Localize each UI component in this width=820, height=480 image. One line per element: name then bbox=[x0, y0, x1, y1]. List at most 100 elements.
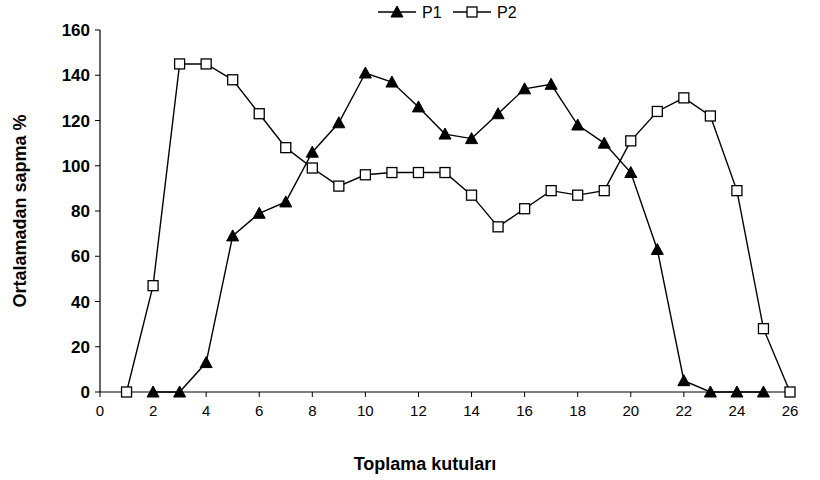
y-tick bbox=[95, 75, 100, 76]
legend-label: P2 bbox=[497, 4, 517, 21]
data-point bbox=[386, 76, 398, 87]
data-point bbox=[785, 387, 795, 397]
x-tick-label: 26 bbox=[782, 402, 799, 419]
data-point bbox=[440, 168, 450, 178]
data-point bbox=[306, 146, 318, 157]
y-tick-label: 0 bbox=[81, 383, 90, 402]
data-point bbox=[200, 357, 212, 368]
chart-container: 0204060801001201401600246810121416182022… bbox=[0, 0, 820, 480]
data-point bbox=[359, 67, 371, 78]
data-point bbox=[598, 137, 610, 148]
x-tick bbox=[577, 392, 578, 397]
data-point bbox=[333, 117, 345, 128]
y-axis-title: Ortalamadan sapma % bbox=[10, 114, 30, 307]
y-tick bbox=[95, 165, 100, 166]
x-tick-label: 18 bbox=[569, 402, 586, 419]
x-tick bbox=[100, 392, 101, 397]
x-tick-label: 6 bbox=[255, 402, 263, 419]
plot-area bbox=[122, 59, 795, 397]
y-tick-label: 20 bbox=[71, 338, 90, 357]
legend: P1 P2 bbox=[378, 4, 517, 21]
x-tick-label: 12 bbox=[410, 402, 427, 419]
x-tick bbox=[630, 392, 631, 397]
y-tick-label: 160 bbox=[62, 21, 90, 40]
x-tick bbox=[259, 392, 260, 397]
y-tick-label: 140 bbox=[62, 66, 90, 85]
data-point bbox=[545, 78, 557, 89]
y-tick bbox=[95, 392, 100, 393]
data-point bbox=[466, 133, 478, 144]
data-point bbox=[704, 386, 716, 397]
data-point bbox=[519, 83, 531, 94]
data-point bbox=[652, 106, 662, 116]
data-point bbox=[201, 59, 211, 69]
data-point bbox=[651, 243, 663, 254]
y-tick-label: 40 bbox=[71, 293, 90, 312]
y-tick bbox=[95, 211, 100, 212]
x-tick bbox=[418, 392, 419, 397]
data-point bbox=[546, 186, 556, 196]
data-point bbox=[731, 386, 743, 397]
data-point bbox=[678, 375, 690, 386]
data-point bbox=[573, 190, 583, 200]
x-tick bbox=[524, 392, 525, 397]
series-P1 bbox=[147, 67, 769, 397]
x-tick-label: 10 bbox=[357, 402, 374, 419]
data-point bbox=[307, 163, 317, 173]
series-line bbox=[127, 64, 790, 392]
x-tick-label: 2 bbox=[149, 402, 157, 419]
y-tick-label: 80 bbox=[71, 202, 90, 221]
x-tick bbox=[471, 392, 472, 397]
y-tick bbox=[95, 301, 100, 302]
data-point bbox=[253, 207, 265, 218]
x-tick-label: 24 bbox=[729, 402, 746, 419]
data-point bbox=[281, 143, 291, 153]
series-P2 bbox=[122, 59, 795, 397]
y-tick bbox=[95, 346, 100, 347]
x-tick bbox=[206, 392, 207, 397]
y-tick bbox=[95, 30, 100, 31]
data-point bbox=[679, 93, 689, 103]
data-point bbox=[334, 181, 344, 191]
x-tick-label: 20 bbox=[622, 402, 639, 419]
y-tick-label: 120 bbox=[62, 112, 90, 131]
data-point bbox=[705, 111, 715, 121]
data-point bbox=[227, 230, 239, 241]
data-point bbox=[626, 136, 636, 146]
y-tick-label: 60 bbox=[71, 247, 90, 266]
y-tick bbox=[95, 120, 100, 121]
data-point bbox=[758, 324, 768, 334]
data-point bbox=[412, 101, 424, 112]
x-tick bbox=[312, 392, 313, 397]
legend-marker bbox=[467, 7, 477, 17]
data-point bbox=[492, 108, 504, 119]
data-point bbox=[467, 190, 477, 200]
data-point bbox=[148, 281, 158, 291]
data-point bbox=[572, 119, 584, 130]
data-point bbox=[439, 128, 451, 139]
x-axis-title: Toplama kutuları bbox=[354, 454, 497, 474]
legend-marker bbox=[391, 6, 403, 17]
data-point bbox=[625, 167, 637, 178]
x-tick-label: 8 bbox=[308, 402, 316, 419]
data-point bbox=[254, 109, 264, 119]
data-point bbox=[122, 387, 132, 397]
data-point bbox=[599, 186, 609, 196]
x-tick-label: 4 bbox=[202, 402, 210, 419]
data-point bbox=[413, 168, 423, 178]
data-point bbox=[360, 170, 370, 180]
x-tick bbox=[683, 392, 684, 397]
data-point bbox=[147, 386, 159, 397]
data-point bbox=[228, 75, 238, 85]
chart-svg: 0204060801001201401600246810121416182022… bbox=[0, 0, 820, 480]
data-point bbox=[280, 196, 292, 207]
legend-label: P1 bbox=[422, 4, 442, 21]
y-tick bbox=[95, 256, 100, 257]
data-point bbox=[493, 222, 503, 232]
data-point bbox=[174, 386, 186, 397]
x-tick-label: 22 bbox=[676, 402, 693, 419]
x-tick-label: 14 bbox=[463, 402, 480, 419]
x-axis-line bbox=[100, 391, 790, 392]
y-tick-label: 100 bbox=[62, 157, 90, 176]
x-tick-label: 0 bbox=[96, 402, 104, 419]
